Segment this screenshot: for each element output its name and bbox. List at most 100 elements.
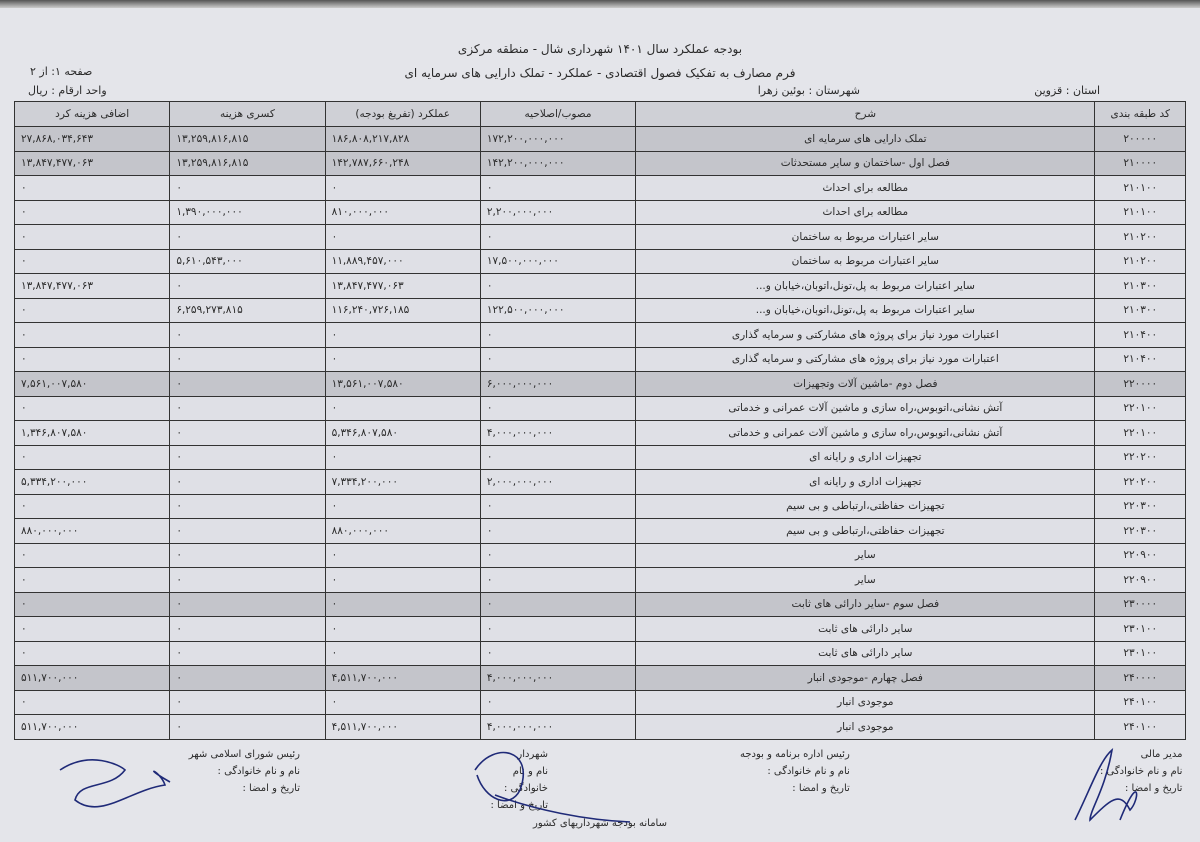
cell-approved: ۴,۰۰۰,۰۰۰,۰۰۰ — [479, 665, 637, 691]
cell-actual: ۰ — [324, 493, 481, 519]
cell-actual: ۸۸۰,۰۰۰,۰۰۰ — [324, 518, 481, 544]
table-body: ۲۰۰۰۰۰ تملک دارایی های سرمایه ای ۱۷۲,۲۰۰,۰… — [13, 126, 1186, 740]
cell-surplus: ۰ — [13, 616, 171, 642]
signature-title: رئیس شورای اسلامی شهر — [188, 749, 300, 760]
cell-code: ۲۲۰۹۰۰ — [1094, 567, 1186, 593]
cell-surplus: ۰ — [13, 567, 171, 593]
table-row: ۲۱۰۱۰۰ مطالعه برای احداث ۲,۲۰۰,۰۰۰,۰۰۰ ۸۱۰,… — [13, 199, 1186, 225]
cell-actual: ۱۱۶,۲۴۰,۷۲۶,۱۸۵ — [324, 297, 481, 323]
cell-deficit: ۰ — [169, 689, 326, 715]
signature-block-budget-head: رئیس اداره برنامه و بودجه نام و نام خانو… — [740, 746, 850, 797]
cell-approved: ۰ — [479, 224, 637, 250]
cell-surplus: ۵۱۱,۷۰۰,۰۰۰ — [13, 714, 171, 740]
cell-code: ۲۲۰۱۰۰ — [1094, 420, 1186, 446]
signature-name-field: نام و نام خانوادگی : — [1100, 766, 1183, 777]
cell-approved: ۰ — [479, 567, 637, 593]
cell-description: آتش نشانی،اتوبوس،راه سازی و ماشین آلات ع… — [635, 395, 1096, 421]
cell-description: فصل اول -ساختمان و سایر مستحدثات — [635, 150, 1096, 176]
cell-approved: ۱۲۲,۵۰۰,۰۰۰,۰۰۰ — [479, 297, 637, 323]
cell-deficit: ۰ — [169, 591, 326, 617]
cell-description: فصل چهارم -موجودی انبار — [635, 665, 1096, 691]
cell-description: تجهیزات حفاظتی،ارتباطی و بی سیم — [635, 493, 1096, 519]
cell-surplus: ۰ — [13, 322, 171, 348]
cell-actual: ۰ — [324, 346, 481, 372]
cell-actual: ۰ — [324, 224, 481, 250]
cell-description: مطالعه برای احداث — [635, 199, 1096, 225]
cell-approved: ۰ — [479, 346, 637, 372]
cell-description: سایر دارائی های ثابت — [635, 616, 1096, 642]
table-row: ۲۲۰۳۰۰ تجهیزات حفاظتی،ارتباطی و بی سیم ۰ ۰ ۰… — [13, 493, 1186, 519]
table-row: ۲۲۰۳۰۰ تجهیزات حفاظتی،ارتباطی و بی سیم ۰ ۸۸… — [13, 518, 1186, 544]
cell-surplus: ۲۷,۸۶۸,۰۳۴,۶۴۳ — [13, 126, 171, 152]
cell-deficit: ۰ — [169, 640, 326, 666]
cell-deficit: ۱۳,۲۵۹,۸۱۶,۸۱۵ — [169, 126, 326, 152]
signature-name-field: نام و نام خانوادگی : — [503, 766, 548, 794]
cell-actual: ۰ — [324, 689, 481, 715]
cell-actual: ۰ — [324, 591, 481, 617]
cell-deficit: ۶,۲۵۹,۲۷۳,۸۱۵ — [169, 297, 326, 323]
cell-approved: ۰ — [479, 444, 637, 470]
cell-code: ۲۱۰۳۰۰ — [1094, 273, 1186, 299]
cell-code: ۲۱۰۲۰۰ — [1094, 248, 1186, 274]
cell-approved: ۱۷۲,۲۰۰,۰۰۰,۰۰۰ — [479, 126, 637, 152]
cell-approved: ۱۴۲,۲۰۰,۰۰۰,۰۰۰ — [479, 150, 637, 176]
table-row: ۲۱۰۳۰۰ سایر اعتبارات مربوط به پل،تونل،اتو… — [13, 273, 1186, 299]
cell-description: سایر اعتبارات مربوط به ساختمان — [635, 248, 1096, 274]
cell-approved: ۰ — [479, 640, 637, 666]
cell-approved: ۲,۲۰۰,۰۰۰,۰۰۰ — [479, 199, 637, 225]
col-description: شرح — [635, 101, 1096, 127]
cell-code: ۲۲۰۳۰۰ — [1094, 493, 1186, 519]
cell-actual: ۰ — [324, 395, 481, 421]
table-row: ۲۴۰۱۰۰ موجودی انبار ۴,۰۰۰,۰۰۰,۰۰۰ ۴,۵۱۱,۷۰۰… — [13, 714, 1186, 740]
cell-actual: ۱۴۲,۷۸۷,۶۶۰,۲۴۸ — [324, 150, 481, 176]
signature-title: رئیس اداره برنامه و بودجه — [740, 749, 850, 760]
table-row: ۲۱۰۴۰۰ اعتبارات مورد نیاز برای پروژه های … — [13, 346, 1186, 372]
cell-approved: ۰ — [479, 175, 637, 201]
cell-surplus: ۱۳,۸۴۷,۴۷۷,۰۶۳ — [13, 273, 171, 299]
table-header-row: کد طبقه بندی شرح مصوب/اصلاحیه عملکرد (تف… — [13, 101, 1186, 127]
signature-date-field: تاریخ و امضا : — [792, 783, 850, 794]
cell-description: آتش نشانی،اتوبوس،راه سازی و ماشین آلات ع… — [635, 420, 1096, 446]
cell-description: فصل سوم -سایر دارائی های ثابت — [635, 591, 1096, 617]
cell-description: سایر — [635, 542, 1096, 568]
cell-code: ۲۱۰۱۰۰ — [1094, 199, 1186, 225]
cell-actual: ۰ — [324, 322, 481, 348]
cell-deficit: ۰ — [169, 175, 326, 201]
col-actual: عملکرد (تفریغ بودجه) — [324, 101, 481, 127]
cell-actual: ۴,۵۱۱,۷۰۰,۰۰۰ — [324, 714, 481, 740]
cell-code: ۲۱۰۴۰۰ — [1094, 346, 1186, 372]
page-number: صفحه ۱: از ۲ — [30, 65, 93, 78]
cell-deficit: ۵,۶۱۰,۵۴۳,۰۰۰ — [169, 248, 326, 274]
cell-actual: ۵,۳۴۶,۸۰۷,۵۸۰ — [324, 420, 481, 446]
cell-actual: ۴,۵۱۱,۷۰۰,۰۰۰ — [324, 665, 481, 691]
cell-deficit: ۱۳,۲۵۹,۸۱۶,۸۱۵ — [169, 150, 326, 176]
cell-code: ۲۲۰۱۰۰ — [1094, 395, 1186, 421]
cell-approved: ۰ — [479, 591, 637, 617]
cell-deficit: ۰ — [169, 224, 326, 250]
cell-deficit: ۰ — [169, 346, 326, 372]
cell-approved: ۱۷,۵۰۰,۰۰۰,۰۰۰ — [479, 248, 637, 274]
col-approved: مصوب/اصلاحیه — [479, 101, 637, 127]
cell-code: ۲۱۰۴۰۰ — [1094, 322, 1186, 348]
cell-actual: ۱۸۶,۸۰۸,۲۱۷,۸۲۸ — [324, 126, 481, 152]
cell-actual: ۰ — [324, 640, 481, 666]
cell-deficit: ۰ — [169, 322, 326, 348]
cell-surplus: ۰ — [13, 395, 171, 421]
table-row: ۲۲۰۹۰۰ سایر ۰ ۰ ۰ ۰ — [13, 542, 1186, 568]
signature-name-field: نام و نام خانوادگی : — [767, 766, 850, 777]
cell-surplus: ۰ — [13, 224, 171, 250]
cell-approved: ۰ — [479, 689, 637, 715]
cell-code: ۲۱۰۲۰۰ — [1094, 224, 1186, 250]
col-surplus: اضافی هزینه کرد — [13, 101, 171, 127]
signature-block-council-head: رئیس شورای اسلامی شهر نام و نام خانوادگی… — [150, 746, 300, 797]
table-row: ۲۳۰۱۰۰ سایر دارائی های ثابت ۰ ۰ ۰ ۰ — [13, 640, 1186, 666]
table-row: ۲۳۰۱۰۰ سایر دارائی های ثابت ۰ ۰ ۰ ۰ — [13, 616, 1186, 642]
cell-surplus: ۵۱۱,۷۰۰,۰۰۰ — [13, 665, 171, 691]
cell-description: مطالعه برای احداث — [635, 175, 1096, 201]
cell-approved: ۰ — [479, 273, 637, 299]
cell-approved: ۰ — [479, 395, 637, 421]
table-row: ۲۴۰۱۰۰ موجودی انبار ۰ ۰ ۰ ۰ — [13, 689, 1186, 715]
cell-deficit: ۰ — [169, 714, 326, 740]
cell-approved: ۰ — [479, 616, 637, 642]
cell-description: تجهیزات اداری و رایانه ای — [635, 444, 1096, 470]
